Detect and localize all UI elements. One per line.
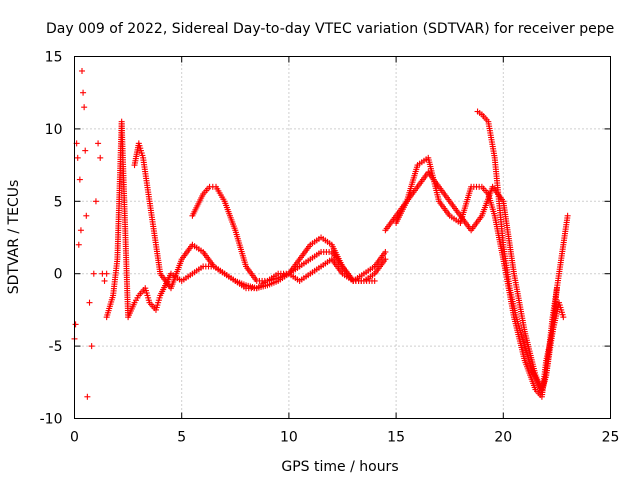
data-point <box>74 154 81 161</box>
data-point <box>81 104 88 111</box>
x-axis-label: GPS time / hours <box>281 459 398 475</box>
data-point <box>77 227 84 234</box>
data-point <box>90 270 97 277</box>
data-point <box>92 198 99 205</box>
plot-frame <box>74 56 611 419</box>
data-point <box>95 140 102 147</box>
data-point <box>101 277 108 284</box>
data-point <box>79 67 86 74</box>
y-tick-label: 5 <box>54 194 63 210</box>
axis-ticks: 0 5 10 15 20 25 -10 -5 0 5 10 15 <box>40 50 620 446</box>
data-point <box>80 89 87 96</box>
data-point <box>82 147 89 154</box>
data-point <box>76 176 83 183</box>
x-tick-label: 20 <box>494 430 512 446</box>
data-point <box>86 299 93 306</box>
chart-title: Day 009 of 2022, Sidereal Day-to-day VTE… <box>46 21 614 37</box>
y-tick-label: -10 <box>40 412 63 428</box>
x-tick-label: 15 <box>387 430 405 446</box>
data-point <box>83 212 90 219</box>
data-point <box>382 248 389 255</box>
data-point <box>97 154 104 161</box>
data-point <box>560 314 567 321</box>
x-tick-label: 25 <box>602 430 620 446</box>
data-point <box>103 270 110 277</box>
data-point <box>553 285 560 292</box>
x-tick-label: 10 <box>280 430 298 446</box>
y-tick-label: 0 <box>54 267 63 283</box>
data-points <box>71 67 571 400</box>
y-tick-label: -5 <box>49 339 63 355</box>
y-axis-label: SDTVAR / TECUs <box>6 180 22 295</box>
data-point <box>88 343 95 350</box>
data-point <box>564 212 571 219</box>
x-tick-label: 5 <box>177 430 186 446</box>
data-point <box>72 321 79 328</box>
data-point <box>84 393 91 400</box>
y-tick-label: 10 <box>45 122 63 138</box>
y-tick-label: 15 <box>45 50 63 66</box>
x-tick-label: 0 <box>70 430 79 446</box>
data-point <box>75 241 82 248</box>
data-point <box>382 256 389 263</box>
data-point <box>371 277 378 284</box>
